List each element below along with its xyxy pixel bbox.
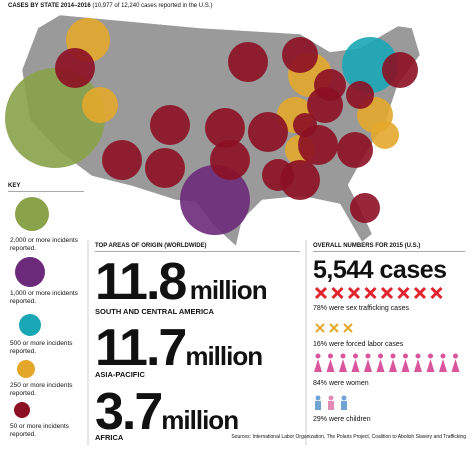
state-circle (262, 159, 294, 191)
woman-icon (403, 353, 408, 359)
woman-icon (401, 359, 410, 372)
x-icon (397, 286, 410, 300)
stat: 78% were sex trafficking cases (313, 305, 409, 312)
key-title: KEY (8, 183, 84, 192)
key-label: 1,000 or more incidents reported. (10, 290, 78, 305)
woman-icon (328, 353, 333, 359)
woman-icon (353, 353, 358, 359)
woman-icon (326, 359, 335, 372)
origin-unit: million (161, 405, 239, 435)
key-circle (15, 197, 49, 231)
x-icon (430, 286, 443, 300)
woman-icon (376, 359, 385, 372)
woman-icon (351, 359, 360, 372)
map-title: CASES BY STATE 2014–2016 (10,977 of 12,2… (8, 3, 212, 9)
x-icon (413, 286, 427, 300)
sources: Sources: International Labor Organizatio… (231, 434, 466, 440)
x-icon (364, 286, 377, 300)
stat: 84% were women (313, 380, 369, 387)
state-circle (5, 68, 105, 168)
woman-icon (428, 353, 433, 359)
subtitle: (10,977 of 12,240 cases reported in the … (92, 3, 213, 9)
cases-total: 5,544 cases (313, 256, 447, 284)
x-icon (380, 286, 394, 300)
x-icon (331, 286, 344, 300)
woman-icon (440, 353, 446, 359)
woman-icon (378, 353, 383, 359)
child-icon (315, 395, 321, 401)
origin-figure: 11.7million (95, 319, 263, 377)
woman-icon (340, 353, 346, 359)
origin-unit: million (189, 275, 268, 305)
tool-icon (329, 323, 339, 333)
child-icon (328, 401, 334, 410)
state-circle (248, 112, 288, 152)
state-circle (382, 52, 418, 88)
state-circle (180, 165, 250, 235)
state-circle (205, 108, 245, 148)
stat: 29% were children (313, 416, 371, 423)
woman-icon (414, 359, 422, 372)
state-circle (337, 132, 373, 168)
woman-icon (389, 359, 397, 372)
state-circle (145, 148, 185, 188)
state-circle (346, 81, 374, 109)
origin-figure: 11.8 million (95, 253, 268, 311)
x-icon (314, 286, 328, 300)
woman-icon (451, 359, 460, 372)
origin-region: ASIA-PACIFIC (95, 370, 145, 379)
woman-icon (365, 353, 371, 359)
woman-icon (439, 359, 447, 372)
child-icon (315, 401, 321, 410)
overall-title: OVERALL NUMBERS FOR 2015 (U.S.) (313, 243, 465, 252)
key-circle (19, 314, 41, 336)
origin-number: 3.7 (95, 383, 163, 441)
woman-icon (453, 353, 458, 359)
origin-number: 11.7 (95, 319, 187, 377)
origins-title: TOP AREAS OF ORIGIN (WORLDWIDE) (95, 243, 300, 252)
key-label: 500 or more incidents reported. (10, 340, 73, 355)
tool-icon (315, 323, 325, 333)
child-icon (341, 395, 347, 401)
state-circle (350, 193, 380, 223)
state-circle (102, 140, 142, 180)
origin-number: 11.8 (95, 253, 187, 311)
state-circle (371, 121, 399, 149)
origin-region: SOUTH AND CENTRAL AMERICA (95, 307, 214, 316)
woman-icon (339, 359, 347, 372)
woman-icon (390, 353, 396, 359)
key-label: 50 or more incidents reported. (10, 423, 69, 438)
x-icon (347, 286, 361, 300)
state-circle (282, 37, 318, 73)
state-circle (314, 69, 346, 101)
state-circle (228, 42, 268, 82)
woman-icon (315, 353, 321, 359)
woman-icon (415, 353, 421, 359)
child-icon (328, 395, 334, 401)
state-circle (55, 48, 95, 88)
woman-icon (426, 359, 435, 372)
title: CASES BY STATE 2014–2016 (8, 3, 91, 9)
state-circle (342, 37, 398, 93)
origin-unit: million (185, 341, 263, 371)
origin-figure: 3.7million (95, 383, 239, 441)
tool-icon (343, 323, 353, 333)
key-label: 2,000 or more incidents reported. (10, 237, 78, 252)
state-circle (293, 113, 317, 137)
state-circle (82, 87, 118, 123)
woman-icon (364, 359, 372, 372)
stat: 16% were forced labor cases (313, 341, 404, 348)
state-circle (210, 140, 250, 180)
key-label: 250 or more incidents reported. (10, 382, 73, 397)
child-icon (341, 401, 347, 410)
key-circle (17, 360, 35, 378)
key-circle (15, 257, 45, 287)
key-circle (14, 402, 30, 418)
woman-icon (314, 359, 322, 372)
origin-region: AFRICA (95, 433, 124, 442)
state-circle (150, 105, 190, 145)
